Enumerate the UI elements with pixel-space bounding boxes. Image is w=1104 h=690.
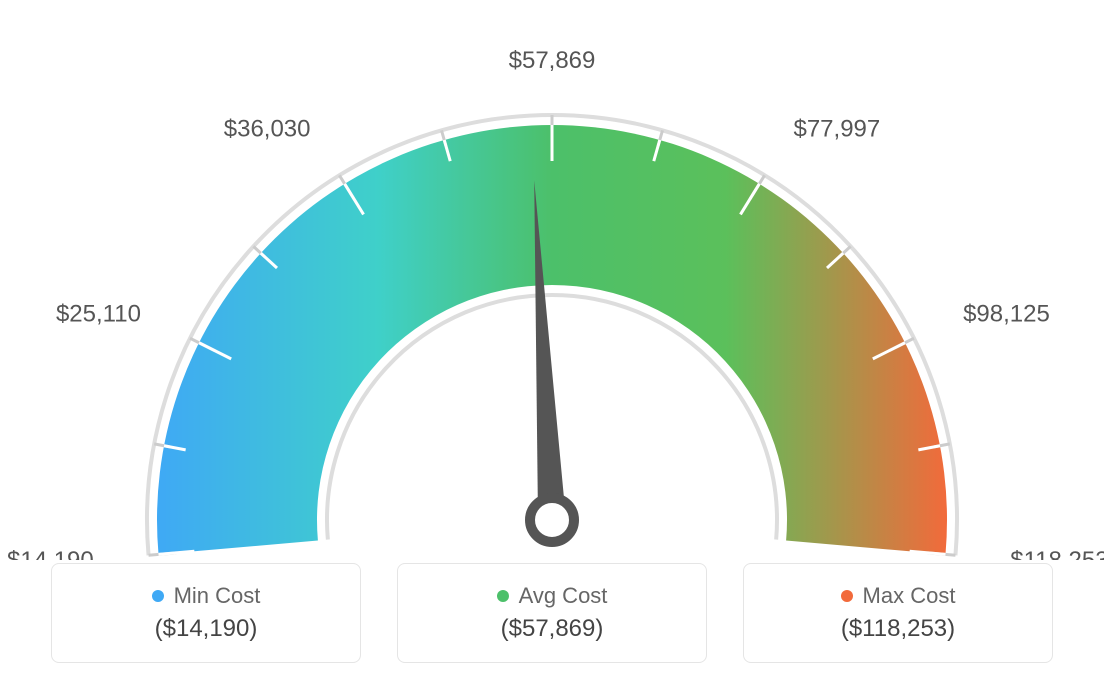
min-cost-card: Min Cost ($14,190)	[51, 563, 361, 663]
min-cost-label: Min Cost	[174, 583, 261, 609]
gauge-tick-label: $14,190	[7, 547, 94, 560]
gauge-tick-label: $118,253	[1010, 547, 1104, 560]
summary-cards: Min Cost ($14,190) Avg Cost ($57,869) Ma…	[0, 563, 1104, 678]
max-cost-dot	[841, 590, 853, 602]
min-cost-value: ($14,190)	[155, 615, 258, 643]
gauge-tick-label: $36,030	[224, 115, 311, 142]
gauge-tick-label: $98,125	[963, 301, 1050, 328]
gauge-needle-hub	[530, 498, 574, 542]
max-cost-card: Max Cost ($118,253)	[743, 563, 1053, 663]
gauge-area: $14,190 $25,110 $36,030 $57,869 $77,997 $98,1…	[0, 0, 1104, 560]
gauge-svg: $14,190 $25,110 $36,030 $57,869 $77,997 $98,1…	[0, 0, 1104, 560]
gauge-chart-container: $14,190 $25,110 $36,030 $57,869 $77,997 $98,1…	[0, 0, 1104, 690]
avg-cost-card: Avg Cost ($57,869)	[397, 563, 707, 663]
min-cost-dot	[152, 590, 164, 602]
gauge-tick-label: $57,869	[509, 47, 596, 74]
max-cost-label: Max Cost	[863, 583, 956, 609]
max-cost-value: ($118,253)	[841, 615, 955, 643]
avg-cost-label: Avg Cost	[519, 583, 608, 609]
avg-cost-dot	[497, 590, 509, 602]
gauge-tick-label: $77,997	[793, 115, 880, 142]
avg-cost-value: ($57,869)	[501, 615, 604, 643]
gauge-tick-label: $25,110	[56, 301, 141, 328]
